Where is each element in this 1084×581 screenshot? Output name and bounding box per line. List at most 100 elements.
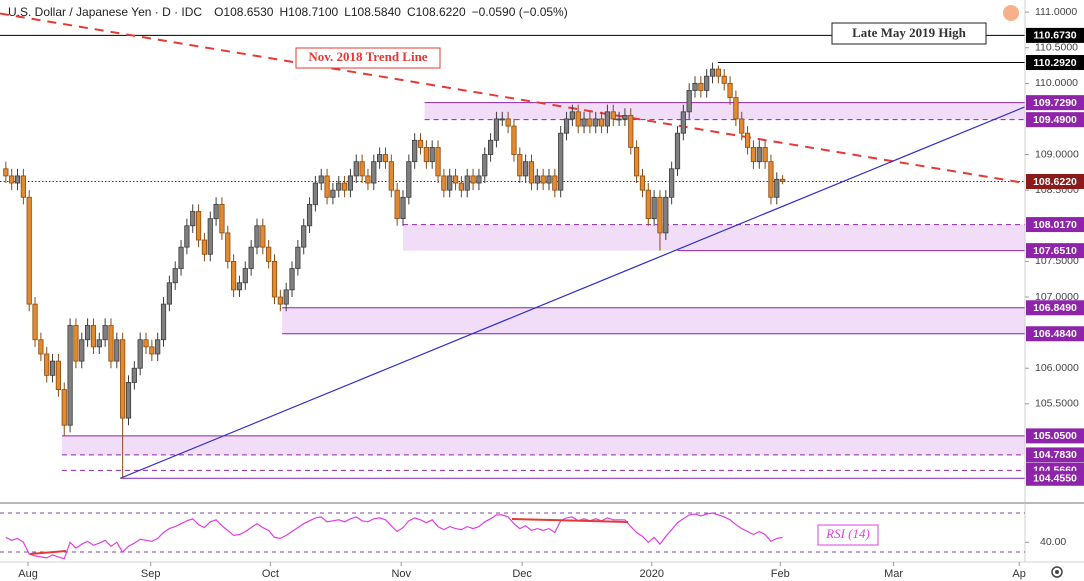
candle-body	[523, 161, 529, 177]
rsi-label-box	[817, 524, 879, 546]
level-label-bg	[1026, 95, 1084, 111]
candle-body	[137, 339, 143, 369]
candle-body	[32, 303, 38, 341]
candle-body	[260, 225, 266, 248]
candle-body	[9, 175, 15, 184]
candle-body	[534, 175, 540, 184]
candle-body	[114, 339, 120, 362]
ohlc-low: L108.5840	[344, 5, 401, 19]
divergence-line	[511, 518, 629, 523]
level-label: 109.7290	[1033, 97, 1077, 109]
candle-body	[698, 82, 704, 91]
level-label: 107.6510	[1033, 245, 1077, 257]
candle-body	[499, 118, 505, 121]
x-tick-label: Feb	[771, 568, 790, 580]
status-dot[interactable]	[1003, 5, 1019, 21]
candle-body	[447, 175, 453, 191]
candle-body	[552, 175, 558, 191]
y-tick-label: 110.0000	[1035, 77, 1078, 89]
candle-body	[67, 325, 73, 426]
candle-body	[604, 111, 611, 127]
candle-body	[289, 268, 295, 291]
candle-body	[593, 118, 599, 127]
settings-icon[interactable]	[1051, 566, 1063, 578]
candle-body	[727, 82, 733, 98]
candle-body	[125, 382, 132, 419]
candle-body	[295, 246, 301, 269]
candle-body	[394, 189, 400, 220]
x-tick-label: Oct	[262, 568, 279, 580]
divergence-line	[29, 550, 67, 555]
trend-line	[0, 12, 1026, 185]
candle-body	[780, 178, 786, 182]
candle-body	[774, 178, 780, 198]
candle-body	[190, 211, 196, 227]
candle-body	[634, 147, 640, 177]
candle-body	[400, 196, 406, 220]
candle-body	[628, 114, 634, 148]
y-tick-label: 107.5000	[1035, 255, 1079, 267]
gear-center[interactable]	[1055, 570, 1059, 574]
candle-body	[90, 325, 97, 348]
trend-label-box	[295, 47, 441, 69]
candle-body	[61, 389, 67, 426]
candle-body	[231, 260, 237, 291]
candle-body	[412, 139, 418, 163]
candle-body	[207, 218, 213, 255]
candle-body	[44, 353, 50, 376]
candle-body	[487, 139, 494, 155]
zone	[282, 307, 1026, 334]
candle-body	[330, 189, 336, 198]
candle-body	[587, 118, 593, 127]
level-label: 106.4840	[1033, 328, 1077, 340]
candle-body	[417, 139, 424, 148]
trend-line	[120, 106, 1026, 479]
level-label-bg	[1026, 243, 1084, 259]
candle-body	[49, 360, 56, 376]
candle-body	[359, 161, 365, 177]
candle-body	[371, 161, 377, 184]
x-tick-label: Sep	[141, 568, 161, 580]
candle-body	[482, 154, 488, 177]
candle-body	[143, 339, 149, 348]
level-label: 105.0500	[1033, 430, 1077, 442]
x-tick-label: Nov	[391, 568, 411, 580]
candle-body	[558, 132, 564, 191]
level-label: 108.6220	[1033, 176, 1077, 188]
candle-body	[324, 175, 330, 198]
candle-body	[3, 168, 9, 177]
candle-body	[704, 75, 710, 91]
level-label-bg	[1026, 447, 1084, 463]
candle-body	[254, 225, 260, 248]
annotation: Late May 2019 High	[852, 25, 967, 40]
x-tick-label: Mar	[884, 568, 903, 580]
candle-body	[744, 132, 751, 148]
rsi-tick-label: 40.00	[1040, 536, 1066, 548]
candle-body	[55, 360, 62, 391]
level-label: 104.4550	[1033, 473, 1077, 485]
candle-body	[382, 154, 389, 163]
x-tick-label: 2020	[640, 568, 664, 580]
candle-body	[476, 175, 482, 184]
candle-body	[651, 196, 657, 220]
gear[interactable]	[1051, 566, 1063, 578]
trend-label: Nov. 2018 Trend Line	[308, 49, 427, 64]
y-tick-label: 105.5000	[1035, 398, 1079, 410]
candle-body	[429, 147, 435, 163]
candle-body	[569, 111, 575, 120]
candle-body	[172, 268, 178, 284]
candle-body	[575, 111, 581, 127]
candle-body	[622, 114, 628, 120]
level-label: 110.6730	[1033, 30, 1076, 42]
candle-body	[511, 125, 517, 155]
ohlc-open: O108.6530	[214, 5, 274, 19]
candle-body	[517, 154, 523, 177]
candle-body	[301, 225, 307, 248]
level-label-bg	[1026, 470, 1084, 486]
candle-body	[271, 260, 278, 298]
candle-body	[96, 339, 102, 348]
annotation-box	[831, 22, 987, 45]
candle-body	[645, 189, 651, 220]
